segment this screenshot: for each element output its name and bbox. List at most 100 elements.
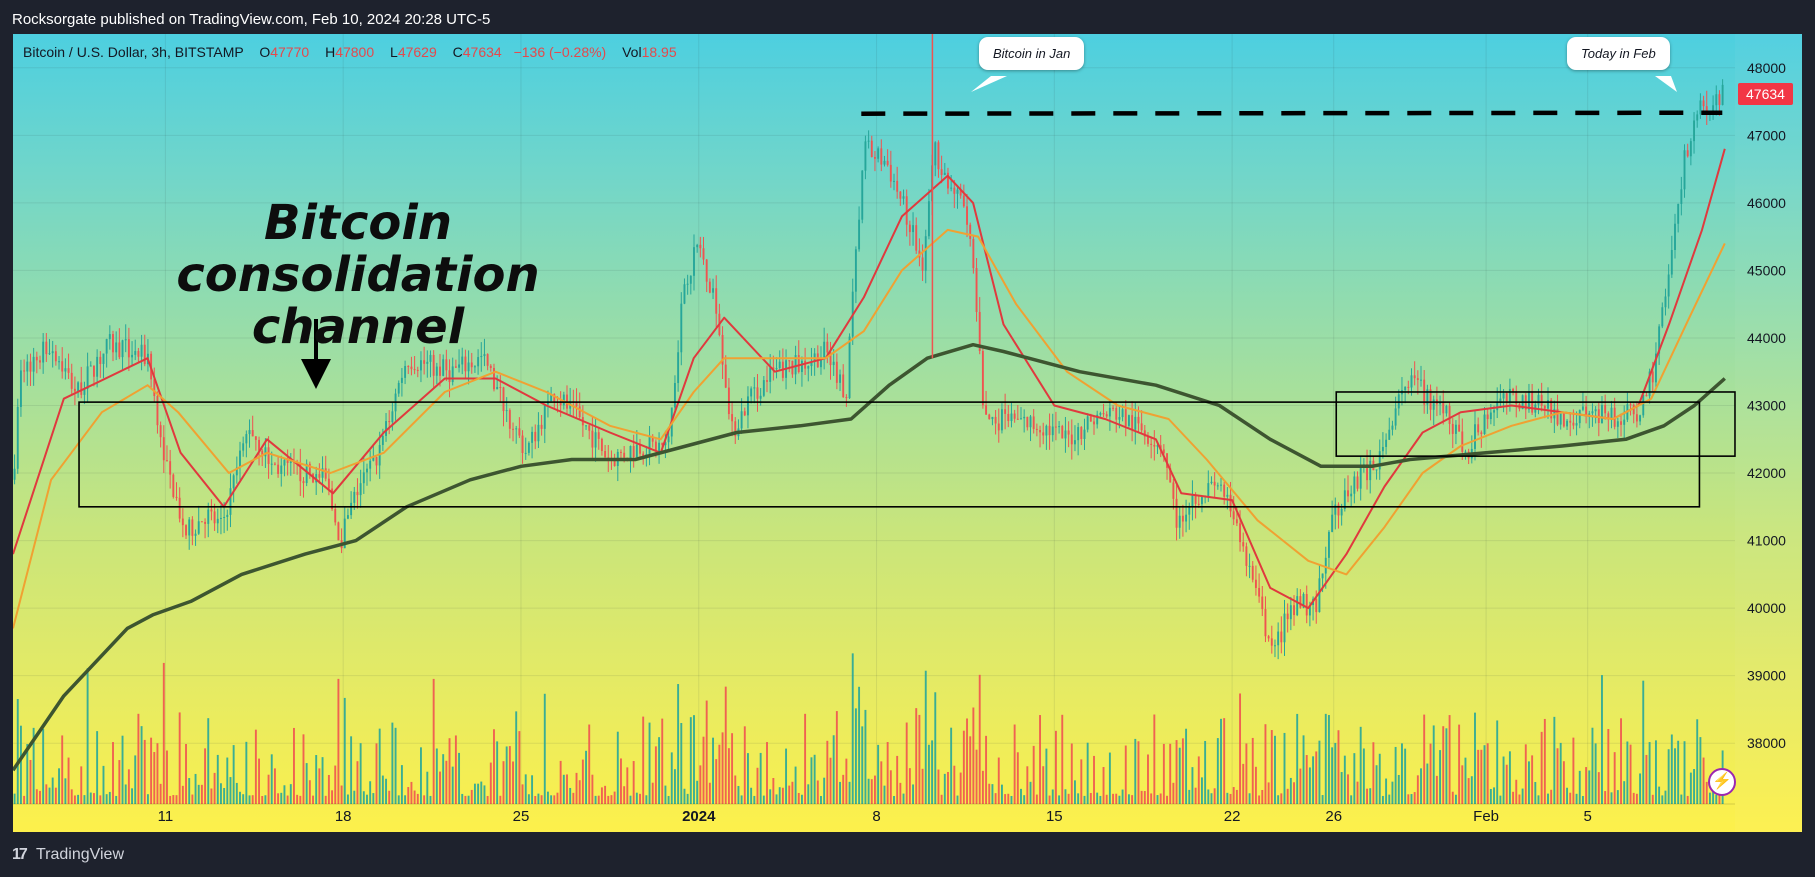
volume-bar [918,714,921,804]
candle-body [381,435,384,445]
candle-body [1112,407,1115,409]
candle-body [747,396,749,416]
volume-bar [689,717,692,804]
candle-body [1591,411,1594,414]
candle-body [1108,407,1111,417]
volume-bar [832,735,835,804]
candle-body [1588,413,1591,416]
volume-bar [1667,749,1670,804]
candle-body [83,388,86,395]
volume-bar [366,794,368,804]
candle-body [521,435,524,453]
volume-bar [823,777,826,804]
time-tick-label: 11 [158,808,174,825]
volume-bar [699,765,702,804]
candle-body [423,360,426,364]
volume-bar [51,777,54,804]
consolidation-heading: Bitcoin consolidation channel [176,195,540,355]
candle-body [553,394,556,402]
volume-bar [1153,714,1156,804]
price-chart[interactable]: 38000 39000 40000 41000 42000 43000 44000 45000… [13,34,1802,832]
volume-bar [683,788,686,804]
price-tick-label: 45000 [1747,262,1786,278]
candle-body [1343,490,1346,509]
candle-body [658,442,661,452]
volume-bar [1296,713,1299,804]
volume-bar [1331,747,1334,804]
callout-bitcoin-in-jan[interactable]: Bitcoin in Jan [979,37,1085,70]
candle-body [597,432,600,439]
chart-area[interactable]: 38000 39000 40000 41000 42000 43000 44000 45000… [13,34,1802,832]
last-price-tag: 47634 [1738,83,1793,105]
candle-body [886,160,889,165]
volume-bar [112,742,114,804]
volume-bar [204,748,207,804]
candle-body [762,380,765,396]
time-tick-label: 25 [513,808,530,825]
symbol-name: Bitcoin / U.S. Dollar, 3h, BITSTAMP [23,44,244,60]
candle-body [420,360,422,371]
candle-body [943,172,946,175]
candle-body [258,439,260,451]
callout-today-in-feb[interactable]: Today in Feb [1567,37,1670,70]
candle-body [1207,483,1210,496]
candle-body [1274,645,1276,647]
candle-body [848,336,851,399]
candle-body [1445,405,1448,414]
candle-body [267,447,270,464]
volume-bar [1108,752,1111,804]
volume-bar [534,795,537,804]
candle-body [1032,416,1035,429]
candle-body [902,196,905,199]
volume-bar [677,684,680,804]
volume-bar [26,744,29,804]
candle-body [93,365,95,377]
candle-body [1677,203,1680,224]
candle-body [1093,421,1095,425]
candle-body [1137,416,1140,424]
volume-bar [851,653,854,804]
candle-body [1391,425,1394,430]
candle-body [26,361,29,372]
volume-bar [29,759,32,804]
volume-bar [239,791,241,804]
volume-bar [124,784,127,804]
volume-bar [39,790,41,804]
volume-bar [410,781,413,804]
candle-body [845,396,848,399]
candle-body [29,361,32,372]
brand-name[interactable]: TradingView [35,846,124,863]
candle-body [1223,484,1226,497]
candle-body [1270,638,1273,646]
volume-bar [270,754,273,804]
candle-body [219,517,222,519]
volume-bar [280,792,283,804]
candle-body [1540,394,1543,406]
volume-bar [693,715,695,804]
candle-body [1416,378,1419,380]
candle-body [721,334,724,365]
volume-bar [213,772,216,804]
candle-body [1286,613,1289,620]
candle-body [350,502,353,516]
candle-body [315,474,318,483]
candle-body [1178,515,1181,528]
candle-body [534,431,537,442]
candle-body [1483,414,1486,435]
volume-bar [962,730,965,804]
volume-bar [426,771,429,804]
candle-body [1172,482,1175,499]
candle-body [264,447,267,457]
candle-body [477,357,480,367]
volume-bar [1705,781,1708,804]
volume-bar [686,793,689,804]
volume-bar [1293,782,1295,804]
candle-body [699,244,702,249]
candle-body [1096,414,1099,425]
volume-bar [1020,788,1022,804]
volume-bar [1461,765,1464,804]
lightning-icon[interactable]: ⚡ [1708,768,1736,796]
volume-bar [648,722,651,804]
volume-bar [546,791,549,804]
volume-bar [207,718,210,804]
